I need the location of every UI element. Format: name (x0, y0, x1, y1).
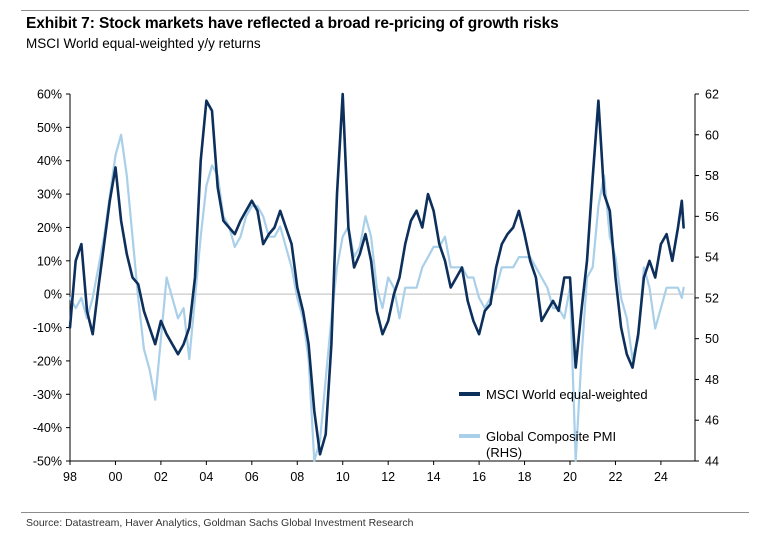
x-tick-label: 16 (472, 470, 486, 484)
y-left-tick-label: -10% (33, 321, 62, 335)
x-tick-label: 00 (109, 470, 123, 484)
y-right-tick-label: 44 (705, 455, 719, 469)
y-left-tick-label: -30% (33, 388, 62, 402)
y-right-tick-label: 56 (705, 210, 719, 224)
y-right-tick-label: 52 (705, 291, 719, 305)
axes-group: 60% 50% 40% 30% 20% 10% 0% -10% -20% -30% -40% -50%… (33, 88, 719, 485)
x-tick-label: 04 (199, 470, 213, 484)
y-right-tick-label: 58 (705, 169, 719, 183)
y-left-tick-label: 20% (37, 221, 62, 235)
x-tick-label: 98 (63, 470, 77, 484)
x-tick-label: 20 (563, 470, 577, 484)
y-right-tick-label: 60 (705, 128, 719, 142)
x-tick-label: 06 (245, 470, 259, 484)
y-left-tick-label: -50% (33, 455, 62, 469)
chart-subtitle: MSCI World equal-weighted y/y returns (26, 36, 261, 51)
x-tick-label: 24 (654, 470, 668, 484)
y-left-tick-label: 10% (37, 254, 62, 268)
bottom-rule (21, 512, 749, 513)
x-tick-label: 22 (609, 470, 623, 484)
y-right-tick-label: 62 (705, 88, 719, 102)
y-left-tick-label: 30% (37, 188, 62, 202)
y-right-tick-label: 50 (705, 332, 719, 346)
series-group (68, 92, 685, 463)
y-left-tick-label: 0% (44, 288, 62, 302)
y-right-tick-label: 54 (705, 251, 719, 265)
pmi-series-line (68, 133, 685, 463)
legend-pmi-label-line2: (RHS) (486, 445, 522, 460)
y-left-tick-label: 40% (37, 154, 62, 168)
y-right-tick-label: 48 (705, 373, 719, 387)
x-tick-label: 08 (290, 470, 304, 484)
x-tick-label: 10 (336, 470, 350, 484)
x-tick-label: 18 (518, 470, 532, 484)
legend: MSCI World equal-weighted Global Composi… (459, 387, 648, 460)
y-left-tick-label: 60% (37, 88, 62, 102)
msci-series-line (68, 92, 685, 456)
y-left-tick-label: -20% (33, 354, 62, 368)
source-note: Source: Datastream, Haver Analytics, Gol… (26, 517, 414, 529)
x-tick-label: 02 (154, 470, 168, 484)
x-tick-label: 14 (427, 470, 441, 484)
y-right-tick-label: 46 (705, 414, 719, 428)
top-rule (21, 10, 749, 11)
y-left-tick-label: -40% (33, 421, 62, 435)
y-left-tick-label: 50% (37, 121, 62, 135)
chart-title: Exhibit 7: Stock markets have reflected … (26, 15, 559, 32)
x-tick-label: 12 (381, 470, 395, 484)
legend-pmi-label-line1: Global Composite PMI (486, 429, 616, 444)
legend-msci-label: MSCI World equal-weighted (486, 387, 648, 402)
